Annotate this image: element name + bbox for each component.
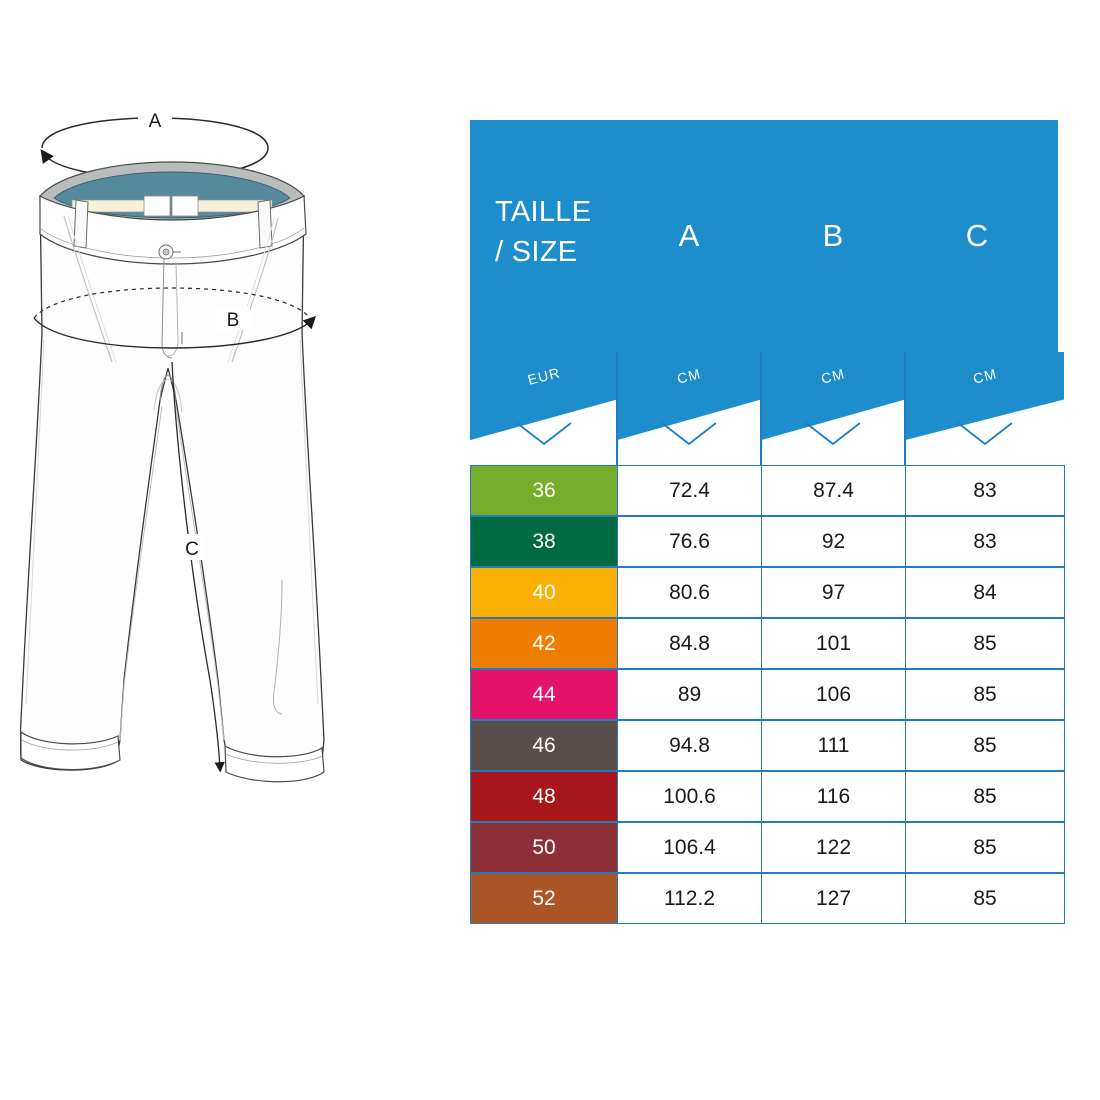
column-divider xyxy=(616,352,618,465)
measurement-cell-a: 106.4 xyxy=(617,822,762,873)
column-divider xyxy=(904,352,906,465)
size-swatch-cell[interactable]: 40 xyxy=(470,567,618,618)
measure-b-label: B xyxy=(227,310,240,331)
column-header-a: A xyxy=(678,218,700,253)
size-swatch-cell[interactable]: 52 xyxy=(470,873,618,924)
table-row[interactable]: 36 72.4 87.4 83 xyxy=(470,465,1065,516)
measurement-cell-b: 92 xyxy=(761,516,906,567)
table-row[interactable]: 44 89 106 85 xyxy=(470,669,1065,720)
measure-c-label: C xyxy=(185,539,199,560)
table-row[interactable]: 46 94.8 111 85 xyxy=(470,720,1065,771)
measurement-cell-b: 122 xyxy=(761,822,906,873)
measurement-cell-c: 85 xyxy=(905,822,1065,873)
measurement-cell-a: 89 xyxy=(617,669,762,720)
measurement-cell-b: 87.4 xyxy=(761,465,906,516)
table-row[interactable]: 48 100.6 116 85 xyxy=(470,771,1065,822)
table-row[interactable]: 40 80.6 97 84 xyxy=(470,567,1065,618)
measurement-cell-b: 106 xyxy=(761,669,906,720)
measure-a-label: A xyxy=(149,111,162,132)
table-row[interactable]: 42 84.8 101 85 xyxy=(470,618,1065,669)
subheader-cell-c: CM xyxy=(905,352,1064,465)
measurement-cell-a: 76.6 xyxy=(617,516,762,567)
size-swatch-cell[interactable]: 42 xyxy=(470,618,618,669)
measurement-cell-a: 94.8 xyxy=(617,720,762,771)
measurement-cell-c: 85 xyxy=(905,720,1065,771)
subheader-cell-a: CM xyxy=(617,352,761,465)
measurement-cell-c: 85 xyxy=(905,873,1065,924)
table-row[interactable]: 50 106.4 122 85 xyxy=(470,822,1065,873)
measurement-cell-c: 85 xyxy=(905,771,1065,822)
size-swatch-cell[interactable]: 36 xyxy=(470,465,618,516)
measurement-cell-c: 85 xyxy=(905,669,1065,720)
measurement-cell-b: 97 xyxy=(761,567,906,618)
measurement-cell-b: 127 xyxy=(761,873,906,924)
measurement-cell-c: 83 xyxy=(905,516,1065,567)
size-swatch-cell[interactable]: 44 xyxy=(470,669,618,720)
chevron-down-icon[interactable] xyxy=(804,421,862,447)
table-header-block: TAILLE / SIZE A B C xyxy=(470,120,1058,352)
measurement-cell-a: 112.2 xyxy=(617,873,762,924)
measure-b-ellipse xyxy=(33,287,316,349)
measurement-cell-b: 116 xyxy=(761,771,906,822)
chevron-down-icon[interactable] xyxy=(660,421,718,447)
subheader-cell-size: EUR xyxy=(470,352,617,465)
chevron-down-icon[interactable] xyxy=(515,421,573,447)
measure-c-line xyxy=(171,361,225,773)
table-row[interactable]: 52 112.2 127 85 xyxy=(470,873,1065,924)
measurement-cell-c: 83 xyxy=(905,465,1065,516)
measurement-cell-b: 101 xyxy=(761,618,906,669)
column-header-b: B xyxy=(822,218,844,253)
trousers-body xyxy=(20,161,325,783)
measurement-cell-b: 111 xyxy=(761,720,906,771)
column-divider xyxy=(760,352,762,465)
page-title: TAILLE / SIZE xyxy=(495,196,592,269)
trousers-technical-drawing: A xyxy=(20,100,440,840)
measurement-cell-a: 72.4 xyxy=(617,465,762,516)
measurement-cell-c: 85 xyxy=(905,618,1065,669)
table-subheader: EUR CM CM xyxy=(470,352,1064,465)
measurement-cell-a: 100.6 xyxy=(617,771,762,822)
column-header-c: C xyxy=(965,218,989,253)
size-swatch-cell[interactable]: 48 xyxy=(470,771,618,822)
size-swatch-cell[interactable]: 46 xyxy=(470,720,618,771)
table-row[interactable]: 38 76.6 92 83 xyxy=(470,516,1065,567)
size-chart-table: TAILLE / SIZE A B C EUR CM xyxy=(470,120,1065,926)
table-body: 36 72.4 87.4 83 38 76.6 92 83 40 80.6 97 84 42 84.8 10… xyxy=(470,465,1065,924)
chevron-down-icon[interactable] xyxy=(956,421,1014,447)
subheader-cell-b: CM xyxy=(761,352,905,465)
size-swatch-cell[interactable]: 50 xyxy=(470,822,618,873)
measurement-cell-a: 80.6 xyxy=(617,567,762,618)
size-swatch-cell[interactable]: 38 xyxy=(470,516,618,567)
measurement-cell-a: 84.8 xyxy=(617,618,762,669)
measurement-cell-c: 84 xyxy=(905,567,1065,618)
